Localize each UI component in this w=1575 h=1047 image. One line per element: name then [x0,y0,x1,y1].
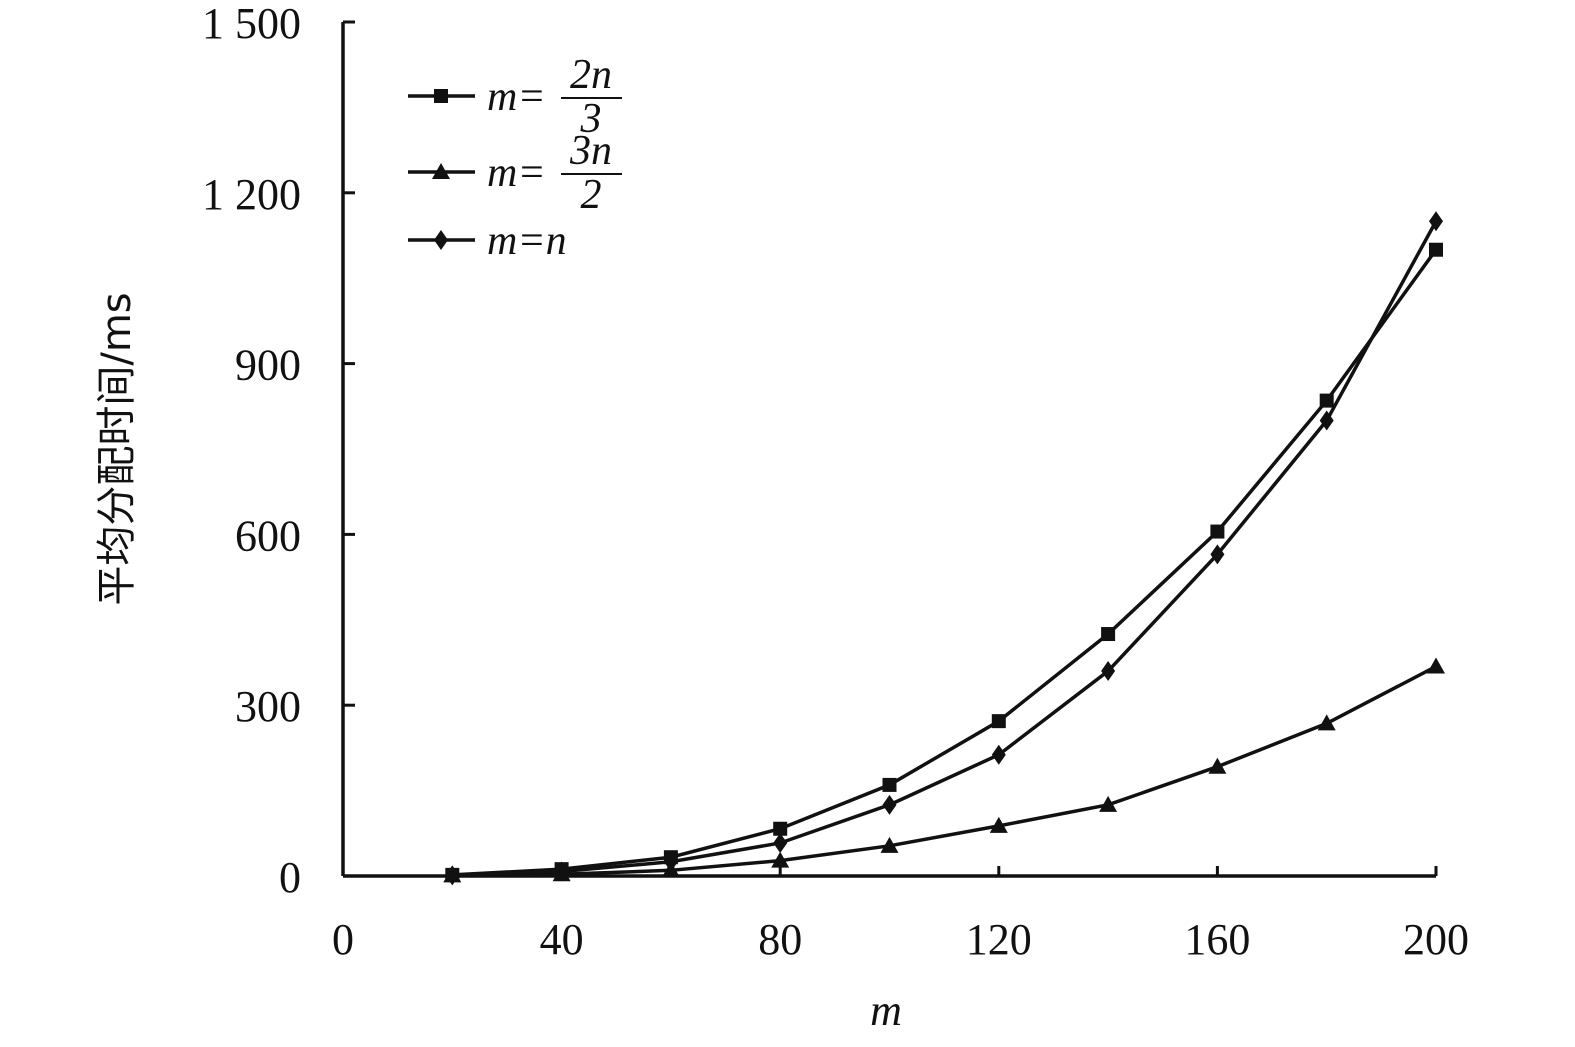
data-point [1317,714,1336,731]
legend-label: m=n [487,218,567,264]
ticks: 0 40 80 120 160 200 0 300 600 900 1 200 1 500 [202,0,1469,964]
data-point [882,794,897,815]
y-tick-label: 1 200 [202,170,301,219]
legend-fraction-denominator: 2 [581,172,602,218]
y-tick-label: 300 [235,682,301,731]
data-point [1101,661,1116,682]
legend-marker [434,230,448,250]
data-point [554,861,569,882]
x-tick-label: 120 [966,915,1032,964]
data-point [1208,757,1227,774]
data-point [991,744,1006,765]
series [443,211,1445,886]
x-tick-label: 200 [1403,915,1469,964]
legend-label: m= [487,74,546,120]
x-axis-title: m [870,986,902,1035]
series-line-2 [452,220,1438,878]
legend: m= 2n3 m= 3n2 m=n [408,52,622,264]
y-tick-label: 0 [279,853,301,902]
y-tick-label: 900 [235,341,301,390]
data-point [1427,657,1445,674]
data-point [445,865,460,886]
data-point [989,816,1008,833]
data-point [773,821,788,836]
legend-marker [434,89,448,103]
series-line-0 [452,248,1438,877]
data-point [1319,410,1334,431]
legend-fraction-numerator: 2n [570,52,612,98]
legend-fraction-denominator: 3 [580,96,602,142]
data-point [1101,627,1116,642]
series-line-1 [452,664,1437,878]
data-point [991,714,1006,729]
data-point [771,851,790,868]
legend-fraction-numerator: 3n [569,128,612,174]
data-point [1319,393,1334,408]
data-point [880,836,899,853]
data-point [1099,795,1118,812]
y-tick-label: 1 500 [202,0,301,48]
data-point [773,832,788,853]
data-point [1210,524,1225,539]
x-tick-label: 160 [1184,915,1250,964]
data-point [882,777,897,792]
x-tick-label: 80 [758,915,802,964]
data-point [1210,544,1225,565]
data-point [663,851,678,872]
legend-label: m= [487,150,546,196]
x-tick-label: 40 [540,915,584,964]
y-tick-label: 600 [235,511,301,560]
y-axis-title: 平均分配时间/ms [94,292,140,605]
data-point [1429,211,1443,232]
data-point [1429,242,1443,257]
x-tick-label: 0 [332,915,354,964]
legend-marker [432,163,450,179]
